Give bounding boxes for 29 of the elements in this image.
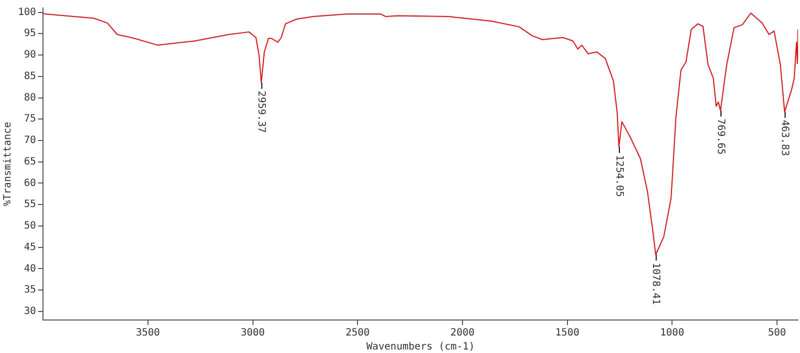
x-tick-label: 1000 <box>660 328 684 339</box>
annotation: 1078.41 <box>650 262 662 305</box>
annotation: 463.83 <box>779 120 790 156</box>
y-tick-label: 90 <box>24 50 36 61</box>
y-tick-label: 45 <box>24 242 36 253</box>
x-tick-label: 3000 <box>240 328 265 339</box>
y-tick-label: 40 <box>24 263 36 274</box>
y-tick-label: 60 <box>24 178 36 189</box>
annotation: 2959.37 <box>256 90 267 133</box>
y-tick-label: 30 <box>24 306 36 318</box>
y-axis-title: %Transmittance <box>2 122 14 206</box>
y-tick-label: 85 <box>24 70 36 82</box>
x-tick-label: 2000 <box>450 328 475 339</box>
y-tick-label: 95 <box>24 28 36 40</box>
x-tick-label: 1500 <box>555 328 580 339</box>
x-tick-label: 3500 <box>136 328 160 339</box>
annotation: 769.65 <box>714 118 726 155</box>
x-tick-label: 500 <box>768 328 786 339</box>
y-tick-label: 35 <box>24 284 36 296</box>
y-tick-label: 80 <box>24 92 36 104</box>
x-tick-label: 2500 <box>346 328 370 339</box>
y-tick-label: 70 <box>24 135 36 146</box>
y-tick-label: 65 <box>24 156 36 168</box>
x-axis-title: Wavenumbers (cm-1) <box>366 342 475 353</box>
y-tick-label: 50 <box>24 220 36 232</box>
y-tick-label: 75 <box>24 114 36 125</box>
annotation: 1254.05 <box>613 154 624 198</box>
y-tick-label: 100 <box>18 6 36 18</box>
y-tick-label: 55 <box>24 199 36 210</box>
